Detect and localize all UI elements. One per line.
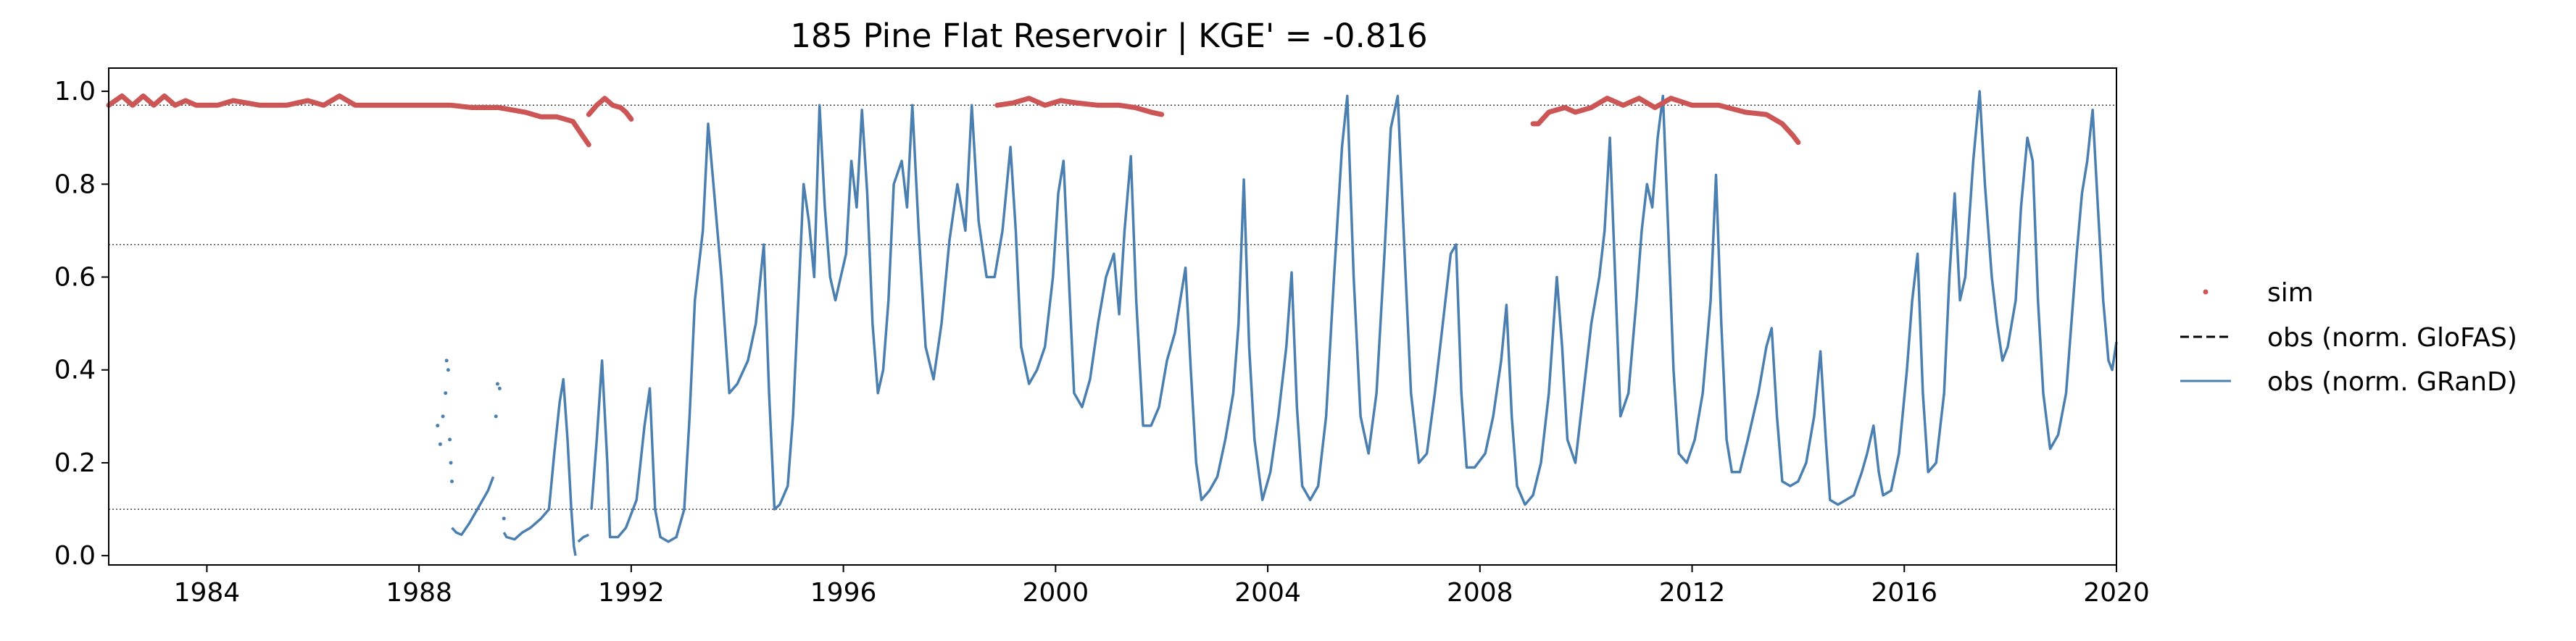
y-tick-label-0.0: 0.0 (54, 541, 96, 571)
x-tick-label-2016: 2016 (1871, 578, 1937, 608)
obs-grand-point-2 (441, 414, 445, 419)
legend-label-glofas: obs (norm. GloFAS) (2267, 323, 2517, 353)
y-tick-label-0.8: 0.8 (54, 169, 96, 199)
x-tick-label-1988: 1988 (386, 578, 452, 608)
chart-title: 185 Pine Flat Reservoir | KGE' = -0.816 (790, 17, 1427, 55)
obs-grand-point-4 (444, 359, 449, 363)
legend: sim obs (norm. GloFAS) obs (norm. GRanD) (2180, 278, 2517, 397)
legend-marker-sim (2203, 289, 2209, 295)
sim-segment-0 (106, 93, 591, 148)
series-layer (106, 90, 2118, 556)
x-tick-label-2020: 2020 (2083, 578, 2150, 608)
obs-grand-point-1 (438, 442, 442, 446)
obs-grand-segment-1 (502, 377, 577, 556)
legend-label-sim: sim (2267, 278, 2314, 308)
legend-label-grand: obs (norm. GRanD) (2267, 367, 2517, 397)
plot-frame (108, 67, 2117, 566)
obs-grand-point-5 (446, 368, 450, 372)
obs-grand-segment-3 (590, 90, 2118, 543)
obs-grand-segment-0 (451, 476, 495, 537)
obs-grand-point-8 (449, 479, 454, 484)
y-tick-label-1.0: 1.0 (54, 77, 96, 106)
x-tick-label-2008: 2008 (1447, 578, 1513, 608)
sim-segment-2 (994, 96, 1165, 117)
obs-grand-point-6 (448, 437, 452, 442)
x-axis: 1984 1988 1992 1996 2000 2004 2008 2012 2016 2020 (174, 565, 2150, 608)
y-tick-label-0.6: 0.6 (54, 263, 96, 293)
obs-grand-point-3 (444, 391, 448, 395)
x-tick-label-2012: 2012 (1659, 578, 1726, 608)
obs-grand-point-0 (436, 424, 440, 428)
x-tick-label-1992: 1992 (598, 578, 665, 608)
x-tick-label-1984: 1984 (174, 578, 241, 608)
y-tick-label-0.2: 0.2 (54, 448, 96, 478)
sim-segment-3 (1530, 96, 1801, 146)
obs-grand-point-10 (495, 382, 499, 386)
obs-grand-segment-2 (577, 533, 590, 543)
obs-grand-point-9 (494, 414, 498, 419)
x-tick-label-2004: 2004 (1234, 578, 1301, 608)
obs-grand-point-7 (449, 461, 453, 465)
x-tick-label-1996: 1996 (810, 578, 877, 608)
sim-segment-1 (586, 96, 634, 122)
y-tick-label-0.4: 0.4 (54, 356, 96, 385)
x-tick-label-2000: 2000 (1023, 578, 1089, 608)
y-axis: 0.0 0.2 0.4 0.6 0.8 1.0 (54, 77, 109, 571)
obs-grand-point-11 (497, 386, 502, 390)
obs-grand-point-12 (502, 516, 506, 521)
